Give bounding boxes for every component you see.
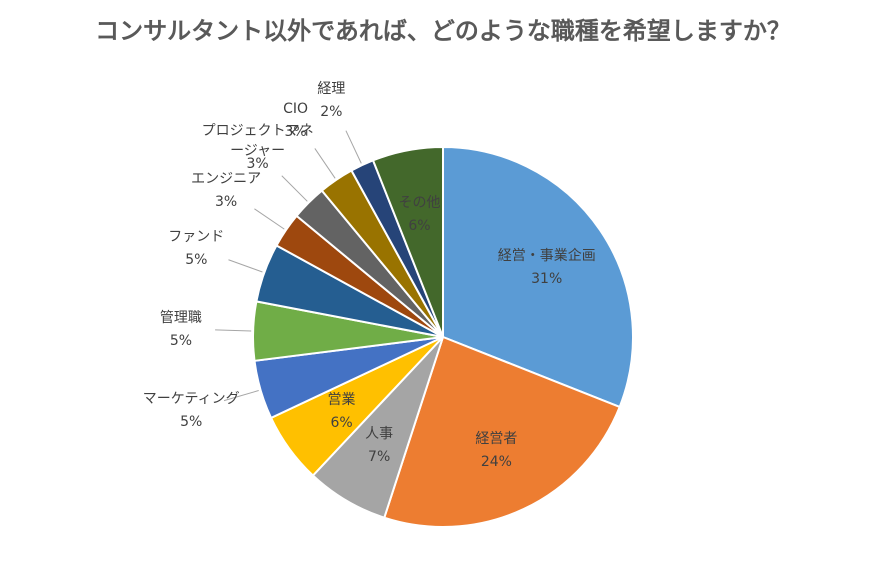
slice-label: プロジェクトマネージャー <box>201 122 314 159</box>
leader-line <box>345 130 362 164</box>
slice-label: 人事 <box>365 425 394 442</box>
slice-label: 経営者 <box>475 431 518 448</box>
slice-label: マーケティング <box>142 391 240 408</box>
slice-value-label: 31% <box>531 270 563 287</box>
slice-value-label: 6% <box>408 217 431 234</box>
chart-title: コンサルタント以外であれば、どのような職種を希望しますか？ <box>95 17 791 45</box>
slice-value-label: 3% <box>284 124 307 141</box>
leader-line <box>254 208 285 230</box>
slice-label: エンジニア <box>191 170 262 187</box>
slice-value-label: 3% <box>215 193 238 210</box>
slice-value-label: 7% <box>368 448 391 465</box>
leader-line <box>223 390 259 402</box>
slice-label: 経理 <box>317 80 346 97</box>
slice-value-label: 3% <box>246 155 269 172</box>
leader-line <box>228 259 263 273</box>
slice-value-label: 24% <box>480 454 512 471</box>
leader-line <box>314 148 336 179</box>
slice-label: CIO <box>283 101 309 118</box>
slice-value-label: 2% <box>320 103 343 120</box>
slice-value-label: 6% <box>330 414 353 431</box>
slice-label: 営業 <box>327 391 356 408</box>
leader-line <box>215 329 252 332</box>
slice-value-label: 5% <box>169 332 193 349</box>
pie-slice <box>371 145 444 338</box>
slice-label: 管理職 <box>159 309 202 326</box>
leader-line <box>281 175 308 202</box>
slice-value-label: 5% <box>185 252 208 269</box>
slice-label: 経営・事業企画 <box>497 247 596 264</box>
slice-value-label: 5% <box>180 414 203 431</box>
pie-slice <box>383 335 621 528</box>
pie-slice <box>442 145 634 409</box>
slice-label: その他 <box>398 194 441 211</box>
slice-label: ファンド <box>168 229 225 246</box>
